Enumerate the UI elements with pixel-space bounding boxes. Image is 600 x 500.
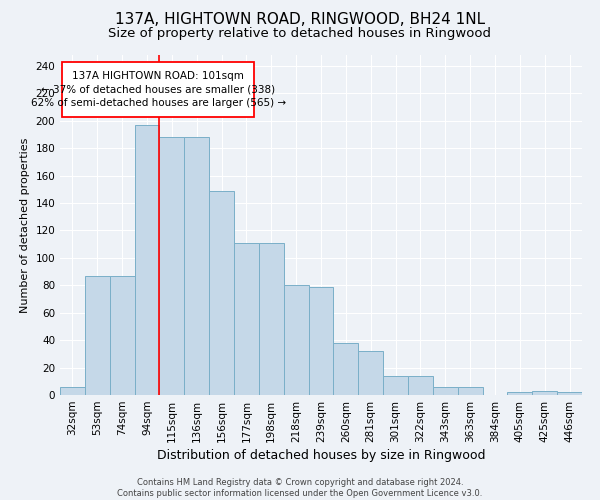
Bar [160, 138, 184, 395]
Bar [308, 286, 334, 395]
Bar [557, 392, 582, 395]
Bar [532, 391, 557, 395]
Bar [85, 276, 110, 395]
Bar [334, 343, 358, 395]
Bar [184, 138, 209, 395]
Bar [284, 286, 308, 395]
Bar [60, 387, 85, 395]
Text: 62% of semi-detached houses are larger (565) →: 62% of semi-detached houses are larger (… [31, 98, 286, 108]
Text: 137A, HIGHTOWN ROAD, RINGWOOD, BH24 1NL: 137A, HIGHTOWN ROAD, RINGWOOD, BH24 1NL [115, 12, 485, 28]
Text: ← 37% of detached houses are smaller (338): ← 37% of detached houses are smaller (33… [41, 84, 275, 94]
Text: Size of property relative to detached houses in Ringwood: Size of property relative to detached ho… [109, 28, 491, 40]
Bar [110, 276, 134, 395]
X-axis label: Distribution of detached houses by size in Ringwood: Distribution of detached houses by size … [157, 449, 485, 462]
Bar [358, 351, 383, 395]
Bar [209, 190, 234, 395]
Bar [508, 392, 532, 395]
Bar [458, 387, 482, 395]
FancyBboxPatch shape [62, 62, 254, 116]
Bar [234, 243, 259, 395]
Bar [433, 387, 458, 395]
Bar [134, 125, 160, 395]
Text: 137A HIGHTOWN ROAD: 101sqm: 137A HIGHTOWN ROAD: 101sqm [72, 70, 244, 81]
Bar [259, 243, 284, 395]
Bar [383, 376, 408, 395]
Bar [408, 376, 433, 395]
Y-axis label: Number of detached properties: Number of detached properties [20, 138, 30, 312]
Text: Contains HM Land Registry data © Crown copyright and database right 2024.
Contai: Contains HM Land Registry data © Crown c… [118, 478, 482, 498]
